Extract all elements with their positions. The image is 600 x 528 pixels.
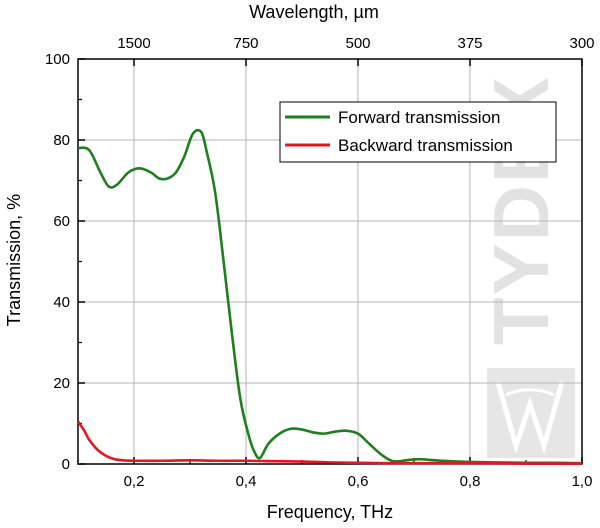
series-line-forward: [77, 128, 583, 465]
y-tick-label: 20: [53, 375, 70, 392]
legend-label-backward: Backward transmission: [338, 136, 513, 155]
top-tick-label: 375: [457, 35, 482, 52]
top-axis-title: Wavelength, µm: [249, 2, 379, 22]
top-tick-label: 500: [345, 35, 370, 52]
x-axis-title: Frequency, THz: [267, 502, 393, 522]
series-group: [76, 128, 583, 465]
top-tick-labels: 1500 750 500 375 300: [117, 35, 594, 52]
legend: Forward transmission Backward transmissi…: [279, 101, 557, 163]
series-line-backward: [76, 420, 582, 465]
y-tick-label: 60: [53, 213, 70, 230]
watermark-logo-icon: [487, 368, 575, 458]
y-tick-label: 80: [53, 132, 70, 149]
x-tick-label: 0,6: [348, 473, 369, 490]
legend-label-forward: Forward transmission: [338, 108, 501, 127]
y-tick-label: 100: [45, 51, 70, 68]
axis-ticks: [77, 58, 583, 465]
x-tick-label: 1,0: [572, 473, 593, 490]
top-tick-label: 750: [233, 35, 258, 52]
x-tick-label: 0,2: [124, 473, 145, 490]
top-tick-label: 300: [569, 35, 594, 52]
x-tick-labels: 0,2 0,4 0,6 0,8 1,0: [124, 473, 593, 490]
y-tick-label: 0: [62, 456, 70, 473]
legend-box: [279, 101, 557, 163]
top-tick-label: 1500: [117, 35, 150, 52]
x-tick-label: 0,8: [460, 473, 481, 490]
y-tick-label: 40: [53, 294, 70, 311]
y-axis-title: Transmission, %: [4, 194, 24, 326]
y-tick-labels: 0 20 40 60 80 100: [45, 51, 70, 473]
x-tick-label: 0,4: [236, 473, 257, 490]
